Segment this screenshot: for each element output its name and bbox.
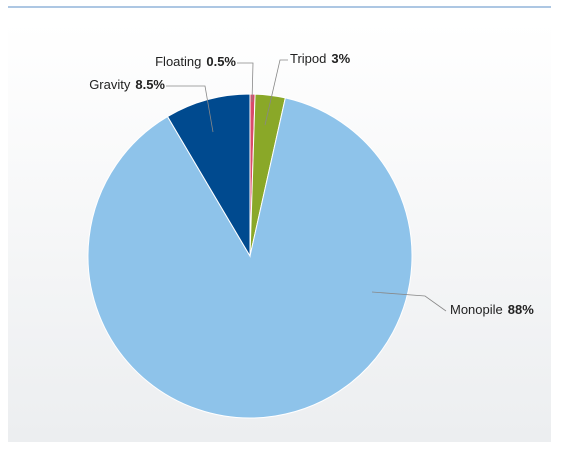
value-label: 0.5% — [206, 54, 236, 69]
category-label: Floating — [155, 54, 201, 69]
slice-label: Gravity 8.5% — [89, 77, 165, 92]
leader-line — [166, 85, 214, 133]
value-label: 88% — [508, 302, 534, 317]
category-label: Gravity — [89, 77, 131, 92]
leader-line — [371, 291, 447, 312]
labels: Floating 0.5% Tripod 3% Monopile 88% Gravity 8.… — [89, 51, 534, 317]
category-label: Monopile — [450, 302, 503, 317]
slice-label: Floating 0.5% — [155, 54, 236, 69]
slices — [87, 93, 413, 419]
value-label: 3% — [331, 51, 350, 66]
leader-line — [237, 62, 254, 103]
category-label: Tripod — [290, 51, 326, 66]
leader-line — [264, 59, 288, 126]
slice-label: Tripod 3% — [290, 51, 351, 66]
value-label: 8.5% — [135, 77, 165, 92]
pie-slice — [87, 97, 413, 419]
slice-label: Monopile 88% — [450, 302, 534, 317]
